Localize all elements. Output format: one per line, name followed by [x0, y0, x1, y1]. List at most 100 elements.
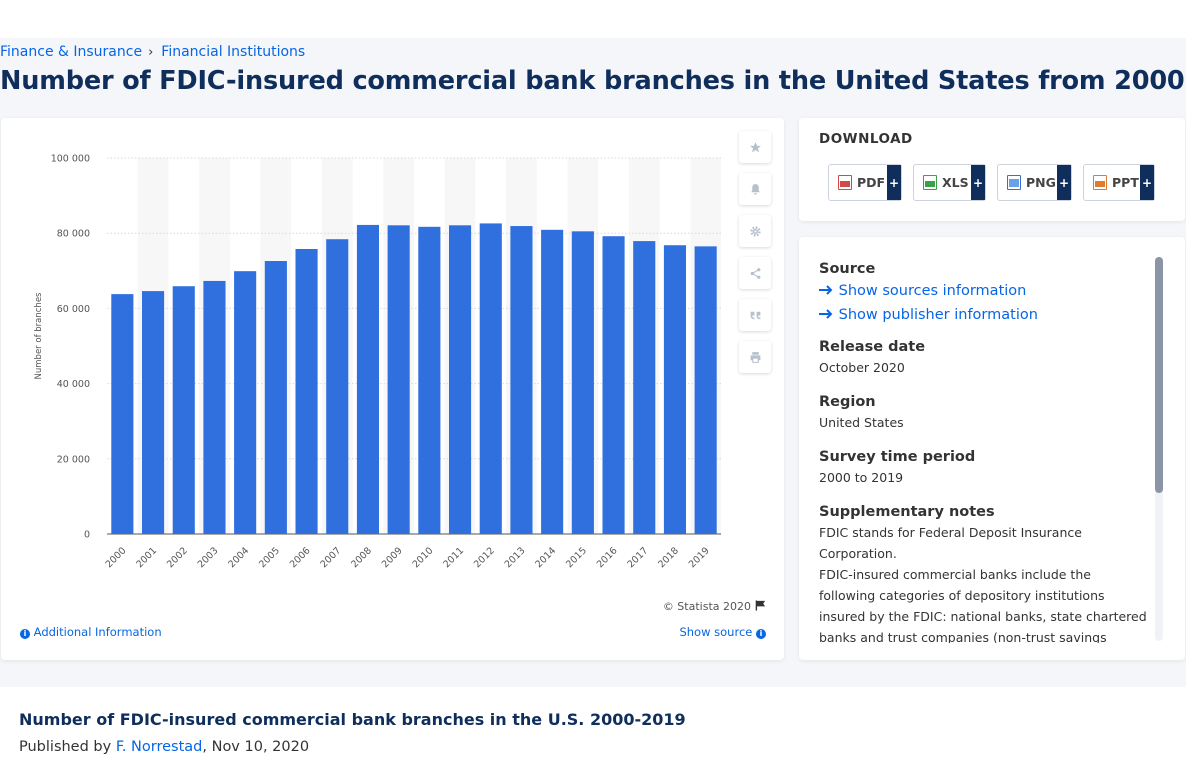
breadcrumb-separator: › — [148, 45, 154, 60]
survey-period-heading: Survey time period — [819, 449, 976, 465]
download-xls-button[interactable]: XLS + — [913, 164, 986, 201]
download-xls-plus: + — [971, 165, 985, 200]
download-png-button[interactable]: PNG + — [997, 164, 1072, 201]
show-sources-link[interactable]: Show sources information — [819, 279, 1149, 303]
source-scrollbar-thumb[interactable] — [1155, 257, 1163, 493]
x-tick-label: 2011 — [441, 545, 466, 570]
x-tick-label: 2018 — [656, 545, 681, 570]
chart-card: 0 20 000 40 000 60 000 80 000 100 000 2000 2001… — [1, 118, 784, 660]
download-ppt-label: PPT — [1112, 175, 1139, 190]
statistic-summary: Number of FDIC-insured commercial bank b… — [0, 687, 1186, 760]
x-tick-label: 2019 — [687, 545, 712, 570]
bar-2009 — [387, 225, 410, 534]
star-icon — [749, 141, 761, 152]
bar-2011 — [448, 225, 472, 534]
bar-2018 — [663, 245, 687, 534]
x-tick-label: 2014 — [533, 545, 558, 570]
show-source-link[interactable]: Show source i — [679, 625, 766, 639]
y-tick-label: 80 000 — [57, 229, 90, 240]
notification-button[interactable] — [739, 173, 771, 205]
y-tick-label: 100 000 — [51, 154, 90, 165]
share-icon — [750, 267, 760, 279]
bar-2000 — [111, 294, 134, 534]
info-icon: i — [756, 629, 766, 639]
top-bar — [0, 0, 1186, 38]
y-tick-label: 60 000 — [57, 304, 90, 315]
breadcrumb-finance-insurance[interactable]: Finance & Insurance — [0, 44, 143, 60]
release-date-value: October 2020 — [819, 360, 905, 375]
show-publisher-link[interactable]: Show publisher information — [819, 303, 1149, 327]
download-pdf-button[interactable]: PDF + — [828, 164, 902, 201]
additional-information-link[interactable]: i Additional Information — [20, 625, 162, 639]
x-tick-label: 2007 — [318, 545, 343, 570]
author-link[interactable]: F. Norrestad — [115, 739, 203, 755]
download-ppt-plus: + — [1140, 165, 1154, 200]
x-tick-label: 2008 — [349, 545, 374, 570]
x-tick-label: 2000 — [104, 545, 129, 570]
pdf-file-icon — [838, 175, 852, 190]
share-button[interactable] — [739, 257, 771, 289]
published-prefix: Published by — [19, 739, 112, 755]
print-icon — [750, 351, 760, 363]
x-tick-label: 2003 — [196, 545, 221, 570]
bar-2002 — [172, 286, 195, 534]
bell-icon — [750, 183, 760, 195]
source-scrollbar[interactable] — [1155, 257, 1163, 641]
copyright-text: © Statista 2020 — [662, 600, 751, 613]
favorite-button[interactable] — [739, 131, 771, 163]
bar-2008 — [356, 224, 380, 534]
x-tick-label: 2017 — [625, 545, 650, 570]
bar-2012 — [479, 223, 502, 534]
download-png-label: PNG — [1026, 175, 1056, 190]
x-tick-label: 2006 — [288, 545, 313, 570]
bar-2007 — [326, 239, 349, 534]
bar-2019 — [694, 246, 717, 535]
download-card: DOWNLOAD PDF + XLS + PNG + PPT + — [799, 118, 1185, 221]
region-heading: Region — [819, 394, 876, 410]
download-png-plus: + — [1057, 165, 1071, 200]
y-tick-label: 40 000 — [57, 379, 90, 390]
x-tick-label: 2013 — [503, 545, 528, 570]
citation-button[interactable] — [739, 299, 771, 331]
download-ppt-button[interactable]: PPT + — [1083, 164, 1155, 201]
bar-2001 — [141, 291, 165, 534]
chart-tools — [739, 131, 771, 383]
statistic-title: Number of FDIC-insured commercial bank b… — [19, 710, 686, 729]
x-tick-label: 2005 — [257, 545, 282, 570]
y-tick-label: 0 — [84, 530, 90, 541]
flag-icon[interactable] — [755, 600, 766, 611]
x-tick-label: 2016 — [595, 545, 620, 570]
download-pdf-label: PDF — [857, 175, 886, 190]
quote-icon — [750, 311, 760, 319]
xls-file-icon — [923, 175, 937, 190]
x-tick-label: 2009 — [380, 545, 405, 570]
bar-chart: 0 20 000 40 000 60 000 80 000 100 000 2000 2001… — [34, 154, 721, 570]
print-button[interactable] — [739, 341, 771, 373]
supplementary-notes-text-1: FDIC stands for Federal Deposit Insuranc… — [819, 525, 1082, 561]
source-heading: Source — [819, 261, 876, 277]
download-pdf-plus: + — [887, 165, 901, 200]
source-details[interactable]: Source Show sources information Show pub… — [819, 259, 1149, 643]
additional-information-label: Additional Information — [33, 625, 162, 639]
info-icon: i — [20, 629, 30, 639]
breadcrumb: Finance & Insurance › Financial Institutio… — [0, 44, 305, 60]
breadcrumb-financial-institutions[interactable]: Financial Institutions — [161, 44, 306, 60]
show-sources-label: Show sources information — [838, 283, 1027, 299]
x-tick-label: 2015 — [564, 545, 589, 570]
settings-button[interactable] — [739, 215, 771, 247]
copyright: © Statista 2020 — [663, 600, 766, 613]
bar-2004 — [234, 271, 257, 534]
bar-2013 — [510, 226, 533, 534]
bar-2016 — [602, 236, 625, 534]
bar-2005 — [264, 261, 287, 534]
bar-2017 — [633, 241, 656, 534]
show-source-label: Show source — [679, 625, 753, 639]
png-file-icon — [1007, 175, 1021, 190]
x-tick-label: 2012 — [472, 545, 497, 570]
release-date-heading: Release date — [819, 339, 926, 355]
show-publisher-label: Show publisher information — [838, 307, 1038, 323]
source-card: Source Show sources information Show pub… — [799, 237, 1185, 660]
bar-2015 — [571, 231, 594, 534]
ppt-file-icon — [1093, 175, 1107, 190]
survey-period-value: 2000 to 2019 — [819, 470, 904, 485]
